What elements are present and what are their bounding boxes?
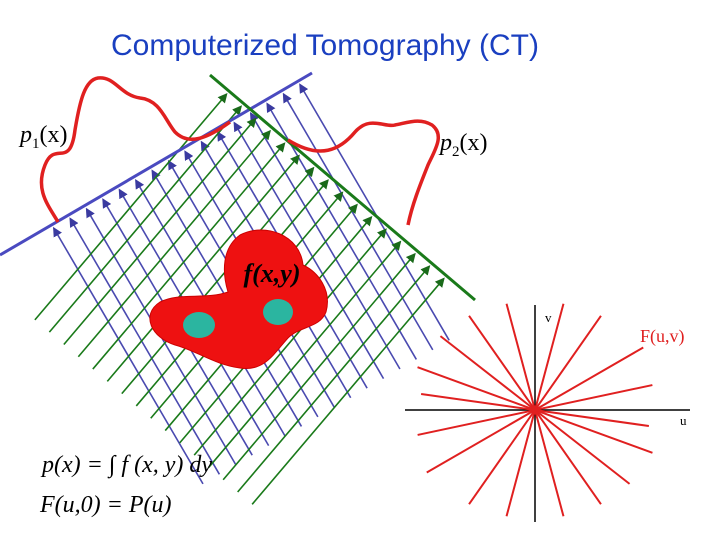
ray-2 [222, 252, 416, 481]
ray-2 [34, 93, 228, 321]
ray-2 [77, 129, 271, 358]
ray-2 [193, 228, 387, 456]
v-axis-label: v [545, 310, 552, 325]
label-arg: (x) [40, 122, 68, 148]
ray-2 [48, 105, 242, 333]
ray-2 [208, 240, 402, 468]
projection-profile-1 [39, 76, 232, 223]
object-inclusion [183, 312, 215, 338]
label-base: p [438, 130, 452, 156]
object-label: f(x,y) [243, 259, 300, 288]
ray-1 [233, 121, 385, 379]
ray-2 [63, 117, 257, 345]
detector-1 [0, 71, 313, 257]
projection-profile-2 [287, 119, 441, 226]
u-axis-label: u [680, 413, 687, 428]
detector-2 [209, 73, 476, 302]
ray-2 [92, 142, 286, 370]
label-base: p [18, 122, 32, 148]
ray-1 [282, 92, 434, 351]
projection-label-2: p2(x) [438, 130, 487, 160]
ray-2 [106, 154, 300, 382]
ray-1 [299, 83, 450, 341]
projection-label-1: p1(x) [18, 122, 67, 152]
fourier-spokes [417, 303, 653, 517]
ray-2 [251, 277, 445, 505]
label-sub: 2 [452, 144, 460, 160]
label-sub: 1 [32, 136, 40, 152]
ray-2 [237, 265, 431, 493]
equation-2: F(u,0) = P(u) [39, 492, 171, 518]
fourier-label: F(u,v) [640, 326, 685, 347]
label-arg: (x) [460, 130, 488, 156]
title: Computerized Tomography (CT) [111, 29, 539, 62]
ray-2 [121, 166, 315, 395]
object-inclusion [263, 299, 293, 325]
fourier-spoke [505, 303, 565, 517]
ray-1 [69, 217, 221, 475]
equation-1: p(x) = ∫ f (x, y) dy [40, 452, 212, 479]
